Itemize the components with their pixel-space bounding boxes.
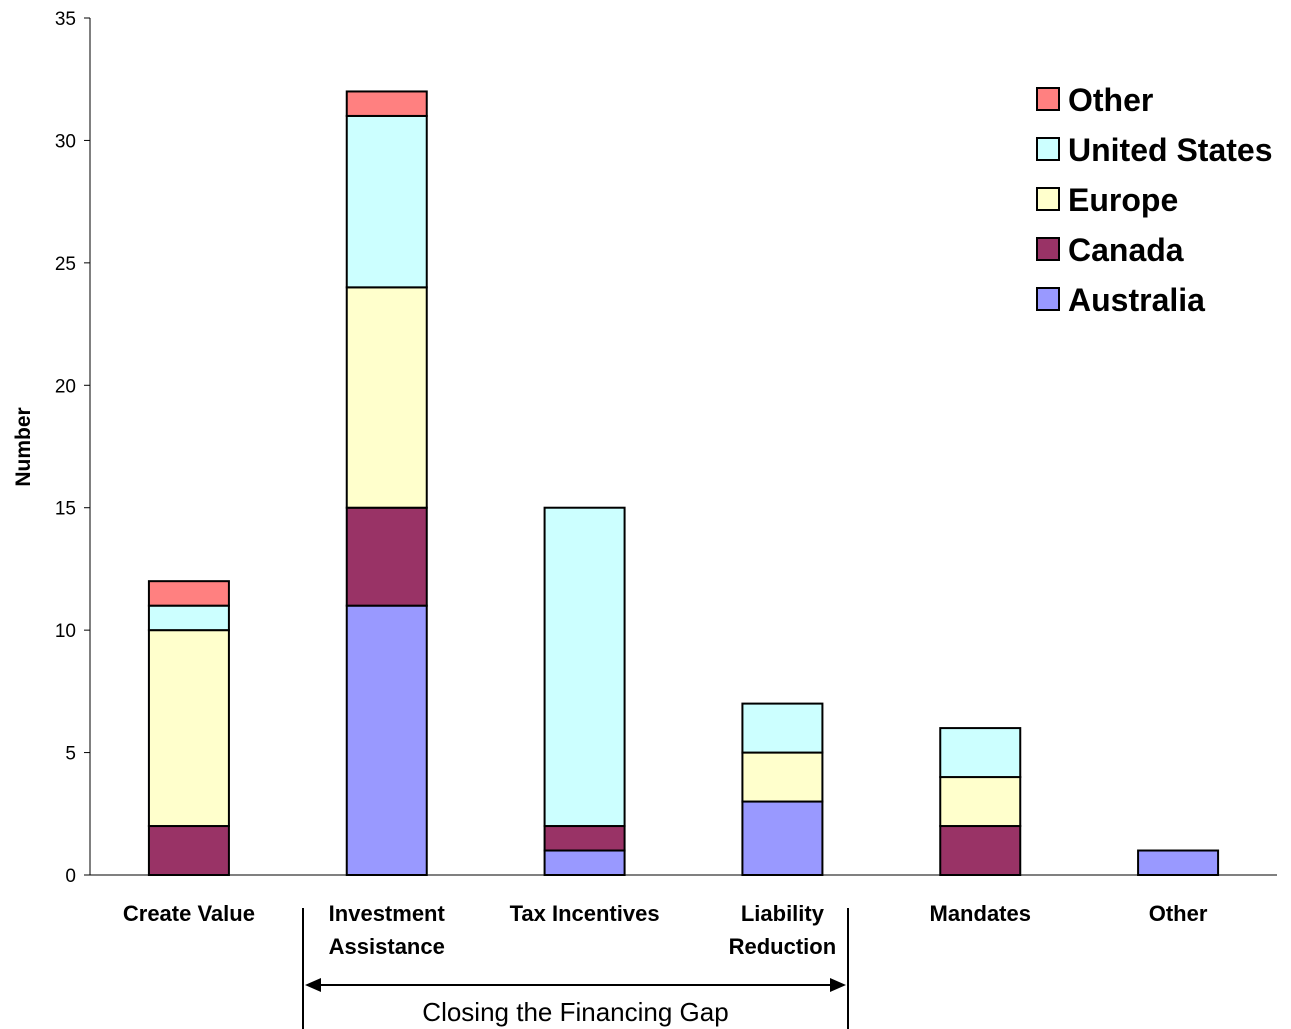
annotation-arrowhead-left bbox=[305, 978, 321, 992]
y-tick-label: 25 bbox=[55, 254, 76, 275]
legend-swatch-canada bbox=[1036, 237, 1060, 261]
bar-mandates-europe bbox=[939, 776, 1022, 828]
bar-liability-reduction-australia bbox=[741, 800, 824, 876]
y-tick-label: 35 bbox=[55, 9, 76, 30]
y-tick-label: 20 bbox=[55, 376, 76, 397]
legend: Other United States Europe Canada Australia bbox=[1036, 82, 1272, 318]
x-tick-label-other: Other bbox=[1149, 901, 1208, 926]
y-tick-label: 10 bbox=[55, 621, 76, 642]
bar-mandates-united-states bbox=[939, 727, 1022, 779]
legend-label-australia: Australia bbox=[1068, 282, 1205, 318]
x-tick-label-investment-assistance: Investment Assistance bbox=[329, 901, 446, 959]
bar-liability-reduction-united-states bbox=[741, 702, 824, 754]
bar-investment-assistance-united-states bbox=[345, 114, 428, 289]
bar-tax-incentives-united-states bbox=[543, 506, 626, 828]
bar-create-value-united-states bbox=[147, 604, 230, 632]
bar-other-australia bbox=[1137, 849, 1220, 876]
legend-label-europe: Europe bbox=[1068, 182, 1178, 218]
legend-swatch-united-states bbox=[1036, 137, 1060, 161]
bar-investment-assistance-australia bbox=[345, 604, 428, 877]
bar-create-value-canada bbox=[147, 825, 230, 876]
bar-liability-reduction-europe bbox=[741, 751, 824, 803]
y-tick-label: 15 bbox=[55, 499, 76, 520]
category-labels-group: Create Value Investment Assistance Tax Ince… bbox=[123, 901, 1208, 959]
x-tick-label-tax-incentives: Tax Incentives bbox=[510, 901, 660, 926]
legend-label-canada: Canada bbox=[1068, 232, 1184, 268]
y-tick-label: 5 bbox=[65, 744, 76, 765]
y-tick-label: 0 bbox=[65, 866, 76, 887]
annotation-text: Closing the Financing Gap bbox=[422, 997, 728, 1027]
y-axis-label: Number bbox=[12, 407, 35, 486]
bar-investment-assistance-canada bbox=[345, 506, 428, 607]
axes-group: 0 5 10 15 20 25 30 35 bbox=[55, 9, 1277, 887]
bar-create-value-europe bbox=[147, 629, 230, 828]
legend-label-other: Other bbox=[1068, 82, 1153, 118]
bar-create-value-other bbox=[147, 580, 230, 607]
y-tick-label: 30 bbox=[55, 131, 76, 152]
bar-tax-incentives-canada bbox=[543, 825, 626, 852]
bar-investment-assistance-europe bbox=[345, 286, 428, 509]
bar-investment-assistance-other bbox=[345, 90, 428, 117]
annotation-arrowhead-right bbox=[830, 978, 846, 992]
legend-swatch-europe bbox=[1036, 187, 1060, 211]
x-tick-label-mandates: Mandates bbox=[930, 901, 1031, 926]
legend-swatch-other bbox=[1036, 87, 1060, 111]
legend-swatch-australia bbox=[1036, 287, 1060, 311]
bar-mandates-canada bbox=[939, 825, 1022, 876]
bar-tax-incentives-australia bbox=[543, 849, 626, 876]
x-tick-label-create-value: Create Value bbox=[123, 901, 255, 926]
x-tick-label-liability-reduction: Liability Reduction bbox=[729, 901, 837, 959]
bars-group bbox=[147, 90, 1220, 877]
financing-gap-annotation: Closing the Financing Gap bbox=[302, 908, 849, 1029]
legend-label-united-states: United States bbox=[1068, 132, 1272, 168]
